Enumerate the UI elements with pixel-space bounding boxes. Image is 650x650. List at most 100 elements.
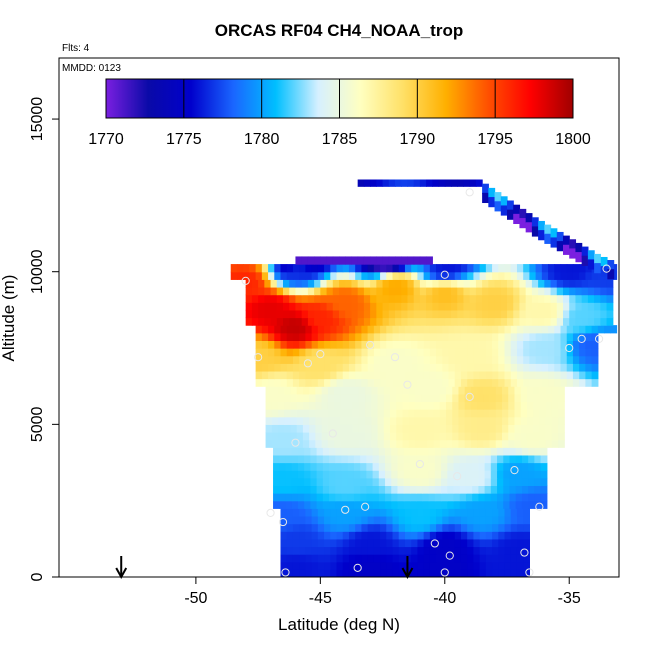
colorbar-tick-label: 1780 <box>244 131 280 148</box>
heatmap-cell <box>473 348 481 357</box>
heatmap-cell <box>321 431 329 441</box>
heatmap-cell <box>422 477 430 487</box>
heatmap-cell <box>463 294 471 303</box>
heatmap-cell <box>579 355 586 364</box>
heatmap-cell <box>551 439 559 448</box>
heatmap-cell <box>299 355 306 364</box>
heatmap-cell <box>336 355 344 364</box>
heatmap-cell <box>330 538 338 548</box>
heatmap-cell <box>286 523 294 532</box>
heatmap-cell <box>457 317 465 326</box>
heatmap-cell <box>554 348 562 357</box>
heatmap-cell <box>558 393 565 403</box>
heatmap-cell <box>454 340 462 349</box>
heatmap-cell <box>326 309 334 319</box>
heatmap-cell <box>398 363 406 372</box>
heatmap-cell <box>278 409 285 418</box>
heatmap-cell <box>264 279 272 288</box>
heatmap-cell <box>422 493 430 502</box>
heatmap-cell <box>483 424 491 433</box>
heatmap-cell <box>273 493 280 502</box>
heatmap-cell <box>311 378 319 387</box>
heatmap-cell <box>340 439 348 448</box>
heatmap-cell <box>332 302 340 311</box>
heatmap-cell <box>292 332 300 341</box>
heatmap-cell <box>477 393 484 403</box>
heatmap-cell <box>520 409 528 418</box>
heatmap-cell <box>372 454 380 464</box>
heatmap-cell <box>533 409 540 418</box>
heatmap-cell <box>460 378 468 387</box>
heatmap-cell <box>292 508 300 517</box>
heatmap-cell <box>409 485 417 494</box>
heatmap-cell <box>544 279 552 288</box>
heatmap-cell <box>538 317 545 326</box>
track-cell <box>513 204 521 215</box>
heatmap-cell <box>390 393 397 403</box>
track-cell <box>432 179 440 187</box>
heatmap-cell <box>407 279 415 288</box>
heatmap-cell <box>327 416 335 425</box>
heatmap-cell <box>353 470 361 479</box>
heatmap-cell <box>347 500 355 509</box>
heatmap-cell <box>566 370 574 380</box>
heatmap-cell <box>286 515 294 525</box>
heatmap-cell <box>372 470 380 479</box>
heatmap-cell <box>479 340 487 349</box>
heatmap-cell <box>401 256 409 265</box>
heatmap-cell <box>485 554 493 563</box>
heatmap-cell <box>421 431 428 441</box>
heatmap-cell <box>316 500 324 509</box>
heatmap-cell <box>429 325 437 334</box>
heatmap-cell <box>355 378 362 387</box>
heatmap-cell <box>397 493 405 502</box>
heatmap-cell <box>345 279 353 288</box>
heatmap-cell <box>299 332 306 341</box>
heatmap-cell <box>408 386 416 395</box>
heatmap-cell <box>442 370 450 380</box>
heatmap-cell <box>508 424 516 433</box>
heatmap-cell <box>377 424 385 433</box>
heatmap-cell <box>342 378 350 387</box>
heatmap-cell <box>351 286 359 296</box>
heatmap-cell <box>361 332 369 341</box>
heatmap-cell <box>408 416 416 425</box>
heatmap-cell <box>304 447 311 456</box>
heatmap-cell <box>324 531 331 540</box>
heatmap-cell <box>305 508 313 517</box>
heatmap-cell <box>273 470 280 479</box>
heatmap-cell <box>278 424 285 433</box>
heatmap-cell <box>502 431 509 441</box>
heatmap-cell <box>386 561 394 570</box>
heatmap-cell <box>436 531 443 540</box>
heatmap-cell <box>467 378 474 387</box>
heatmap-cell <box>388 286 396 296</box>
heatmap-cell <box>575 279 583 288</box>
heatmap-cell <box>261 325 269 334</box>
heatmap-cell <box>340 424 348 433</box>
heatmap-cell <box>404 508 412 517</box>
heatmap-cell <box>510 340 518 349</box>
heatmap-cell <box>396 393 404 403</box>
heatmap-cell <box>585 355 593 364</box>
heatmap-cell <box>404 531 412 540</box>
heatmap-cell <box>402 386 410 395</box>
heatmap-cell <box>361 264 369 273</box>
heatmap-cell <box>324 508 331 517</box>
heatmap-cell <box>554 363 562 372</box>
heatmap-cell <box>413 294 421 303</box>
y-tick-label: 15000 <box>29 97 46 142</box>
heatmap-cell <box>434 477 442 487</box>
heatmap-cell <box>600 286 608 296</box>
heatmap-cell <box>436 538 443 548</box>
heatmap-cell <box>516 508 524 517</box>
heatmap-cell <box>464 439 472 448</box>
heatmap-cell <box>307 256 315 265</box>
heatmap-cell <box>357 286 365 296</box>
heatmap-cell <box>490 477 498 487</box>
heatmap-cell <box>523 340 530 349</box>
colorbar-tick-label: 1790 <box>400 131 436 148</box>
heatmap-cell <box>360 493 367 502</box>
heatmap-cell <box>541 363 549 372</box>
heatmap-cell <box>376 279 384 288</box>
